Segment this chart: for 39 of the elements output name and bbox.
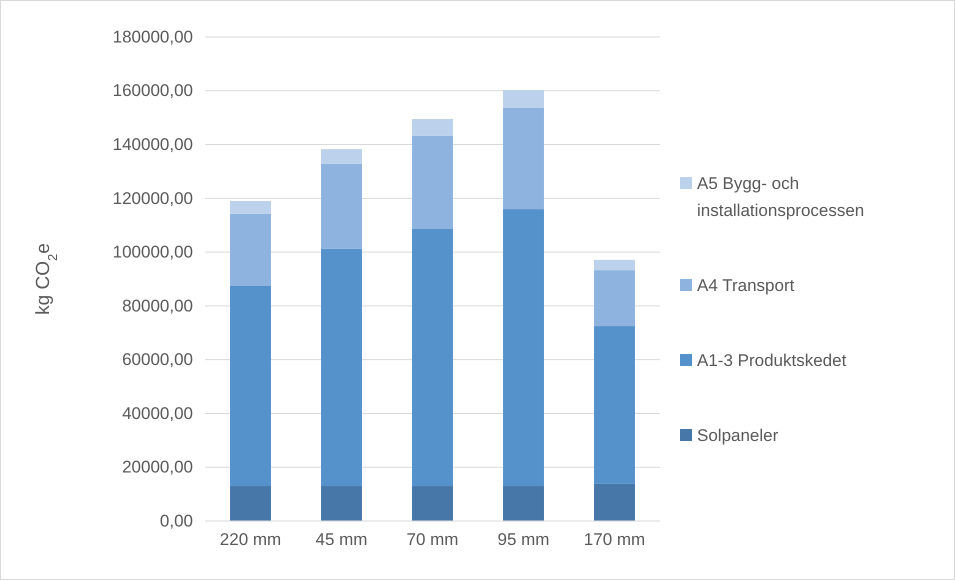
- legend-label: A5 Bygg- och installationsprocessen: [697, 174, 864, 220]
- y-tick-label: 80000,00: [122, 296, 193, 316]
- x-tick-label: 220 mm: [220, 530, 282, 550]
- x-tick-label: 70 mm: [406, 530, 458, 550]
- x-tick-label: 170 mm: [584, 530, 646, 550]
- bar: [503, 90, 544, 108]
- y-tick-label: 60000,00: [122, 350, 193, 370]
- legend-label: Solpaneler: [697, 426, 779, 445]
- bar: [412, 136, 453, 229]
- bar: [594, 484, 635, 521]
- x-tick-label: 45 mm: [316, 530, 368, 550]
- bar: [594, 260, 635, 270]
- bar: [503, 108, 544, 210]
- bar: [321, 164, 362, 249]
- bar: [321, 486, 362, 521]
- bar: [230, 286, 271, 486]
- x-tick-label: 95 mm: [498, 530, 550, 550]
- bar: [594, 326, 635, 484]
- bar: [594, 270, 635, 326]
- y-tick-label: 160000,00: [112, 81, 193, 100]
- y-tick-label: 140000,00: [112, 134, 193, 154]
- y-tick-label: 40000,00: [122, 404, 193, 423]
- y-tick-label: 180000,00: [112, 27, 193, 46]
- bar: [412, 119, 453, 136]
- bar: [230, 486, 271, 521]
- bar: [412, 486, 453, 521]
- bar: [503, 209, 544, 486]
- legend-label: A4 Transport: [697, 276, 795, 295]
- y-tick-label: 20000,00: [122, 458, 193, 477]
- bar: [412, 228, 453, 486]
- y-tick-label: 0,00: [160, 511, 193, 530]
- bar: [321, 149, 362, 164]
- bar: [230, 201, 271, 214]
- bar: [230, 214, 271, 286]
- bar: [503, 486, 544, 521]
- legend-label: A1-3 Produktskedet: [697, 351, 847, 370]
- bar: [321, 248, 362, 486]
- y-tick-label: 100000,00: [112, 242, 193, 262]
- y-tick-label: 120000,00: [112, 188, 193, 208]
